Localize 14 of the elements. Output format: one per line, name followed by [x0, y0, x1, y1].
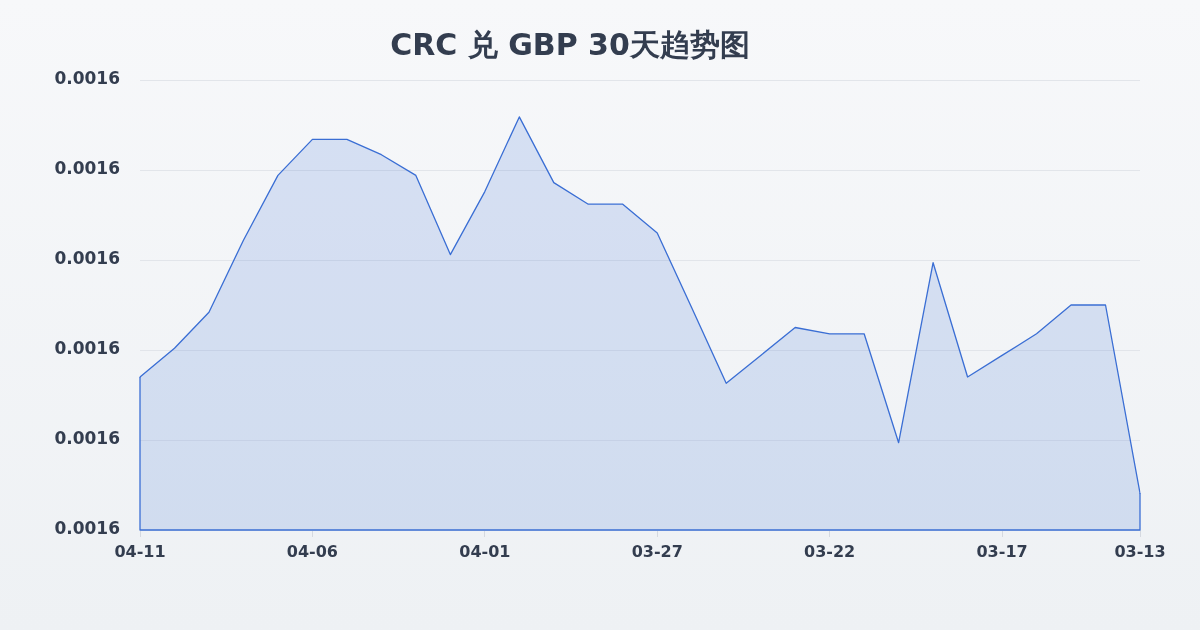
x-tick-label: 04-01	[459, 541, 511, 561]
x-tick-label: 03-13	[1114, 541, 1166, 561]
y-tick-label: 0.0016	[54, 158, 120, 179]
y-tick-label: 0.0016	[54, 338, 120, 359]
x-tick-label: 03-17	[976, 541, 1028, 561]
chart-title: CRC 兑 GBP 30天趋势图	[390, 26, 750, 62]
x-tick-label: 03-22	[804, 541, 856, 561]
x-tick-label: 03-27	[631, 541, 683, 561]
y-tick-label: 0.0016	[54, 68, 120, 89]
x-tick-label: 04-11	[114, 541, 166, 561]
y-tick-label: 0.0016	[54, 248, 120, 269]
y-tick-label: 0.0016	[54, 428, 120, 449]
y-tick-label: 0.0016	[54, 518, 120, 539]
x-tick-label: 04-06	[286, 541, 338, 561]
